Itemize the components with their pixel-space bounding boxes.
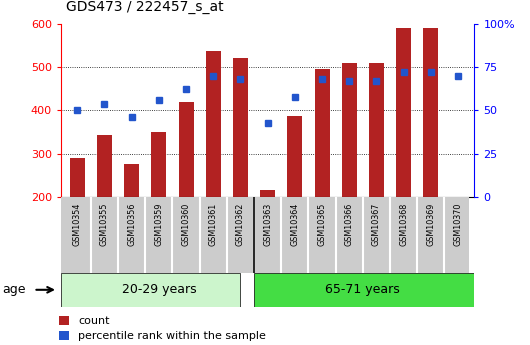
Bar [260,190,275,197]
Text: GSM10359: GSM10359 [154,203,163,246]
Bar [254,273,474,307]
Text: GSM10368: GSM10368 [399,203,408,246]
Text: GSM10364: GSM10364 [290,203,299,246]
Text: GDS473 / 222457_s_at: GDS473 / 222457_s_at [66,0,224,14]
Bar [97,135,112,197]
Text: GSM10355: GSM10355 [100,203,109,246]
Legend: count, percentile rank within the sample: count, percentile rank within the sample [56,313,269,345]
Bar [396,29,411,197]
Text: GSM10354: GSM10354 [73,203,82,246]
Bar [152,132,166,197]
Bar [369,63,384,197]
Text: GSM10370: GSM10370 [454,203,463,246]
Text: 65-71 years: 65-71 years [325,283,400,296]
Text: GSM10356: GSM10356 [127,203,136,246]
Text: GSM10365: GSM10365 [317,203,326,246]
Bar [423,29,438,197]
Bar [206,51,220,197]
Text: GSM10369: GSM10369 [426,203,435,246]
Bar [233,58,248,197]
Text: GSM10363: GSM10363 [263,203,272,246]
Text: GSM10361: GSM10361 [209,203,218,246]
Text: 20-29 years: 20-29 years [121,283,196,296]
Text: GSM10367: GSM10367 [372,203,381,246]
Text: age: age [3,283,26,296]
Bar [124,164,139,197]
Bar [61,273,241,307]
Bar [70,158,85,197]
Bar [287,116,302,197]
Text: GSM10366: GSM10366 [344,203,354,246]
Bar [315,69,330,197]
Text: GSM10362: GSM10362 [236,203,245,246]
Text: GSM10360: GSM10360 [182,203,191,246]
Bar [342,63,357,197]
Bar [179,102,193,197]
